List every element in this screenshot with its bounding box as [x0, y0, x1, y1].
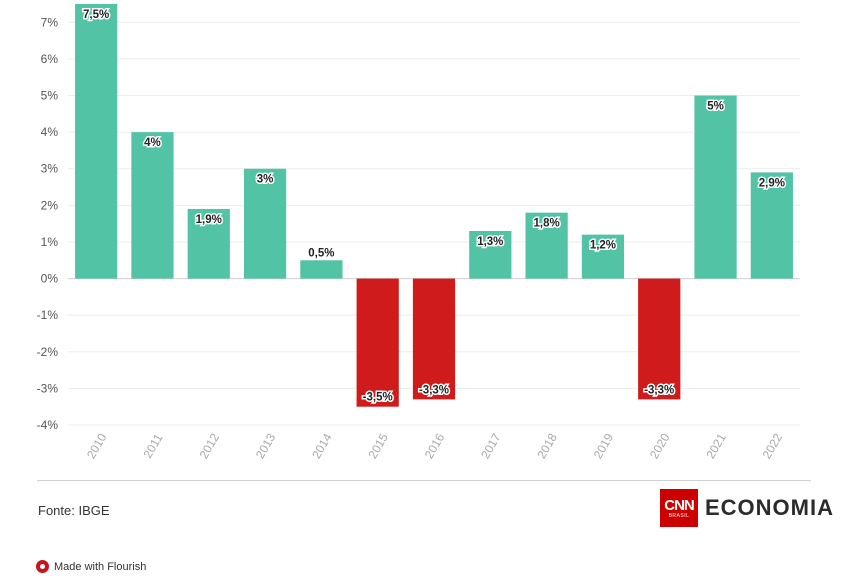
data-label: -3,5% [363, 392, 393, 404]
bar-2020[interactable] [638, 278, 681, 400]
x-axis: 2010 2011 2012 2013 2014 2015 2016 2017 2018 2019… [84, 431, 785, 461]
y-tick-label: -3% [37, 381, 59, 395]
flourish-icon [36, 560, 49, 573]
data-label: 5% [707, 101, 724, 113]
data-label: 1,8% [534, 218, 560, 230]
x-tick-label: 2020 [647, 431, 673, 461]
x-tick-label: 2015 [365, 431, 391, 461]
x-tick-label: 2017 [478, 431, 504, 461]
data-label: 7,5% [83, 9, 109, 21]
y-tick-label: 6% [41, 52, 59, 66]
bar-2011[interactable] [131, 132, 174, 279]
flourish-credit-text: Made with Flourish [54, 560, 147, 573]
data-label: -3,3% [644, 384, 674, 396]
x-tick-label: 2022 [760, 431, 786, 461]
bar-2013[interactable] [243, 168, 287, 279]
x-tick-label: 2016 [422, 431, 448, 461]
bar-2018[interactable] [525, 212, 568, 279]
bar-2010[interactable] [75, 4, 118, 279]
flourish-credit[interactable]: Made with Flourish [36, 560, 146, 573]
bar-2015[interactable] [356, 278, 399, 407]
y-tick-label: -1% [37, 308, 59, 322]
data-label: 0,5% [308, 247, 334, 259]
bar-2021[interactable] [694, 95, 737, 279]
x-tick-label: 2014 [309, 431, 335, 461]
y-tick-label: 1% [41, 235, 59, 249]
bar-2016[interactable] [412, 278, 456, 400]
y-tick-label: -2% [37, 345, 59, 359]
bar-2012[interactable] [187, 209, 230, 279]
data-label: -3,3% [419, 384, 449, 396]
bars [75, 4, 793, 407]
data-label: 1,9% [196, 214, 222, 226]
x-tick-label: 2013 [253, 431, 279, 461]
y-tick-label: -4% [37, 418, 59, 432]
y-axis: -4% -3% -2% -1% 0% 1% 2% 3% 4% 5% 6% 7% [37, 15, 59, 432]
y-tick-label: 4% [41, 125, 59, 139]
x-tick-label: 2021 [703, 431, 729, 461]
data-label: 4% [144, 137, 161, 149]
x-tick-label: 2019 [591, 431, 617, 461]
cnn-economia-logo: CNN BRASIL ECONOMIA [660, 489, 834, 527]
y-tick-label: 2% [41, 198, 59, 212]
data-label: 3% [257, 174, 274, 186]
x-tick-label: 2012 [197, 431, 223, 461]
y-tick-label: 3% [41, 162, 59, 176]
data-label: 2,9% [759, 177, 785, 189]
logo-economia-text: ECONOMIA [705, 495, 834, 520]
bar-2022[interactable] [750, 172, 793, 279]
x-tick-label: 2011 [140, 431, 165, 461]
cnn-brasil-logo-icon: CNN BRASIL [660, 489, 698, 527]
data-label: 1,2% [590, 240, 616, 252]
source-note: Fonte: IBGE [38, 503, 110, 518]
x-tick-label: 2010 [84, 431, 110, 461]
y-tick-label: 7% [41, 15, 59, 29]
y-tick-label: 5% [41, 89, 59, 103]
data-labels: 7,5% 4% 1,9% 3% 0,5% -3,5% -3,3% 1,3% 1,8% 1,2% -3… [82, 8, 787, 406]
y-tick-label: 0% [41, 272, 59, 286]
bar-2017[interactable] [469, 230, 512, 279]
footer-divider [37, 480, 811, 481]
data-label: 1,3% [477, 236, 503, 248]
logo-cnn-text: CNN [664, 496, 694, 514]
bar-chart: -4% -3% -2% -1% 0% 1% 2% 3% 4% 5% 6% 7% 7,5% 4% 1,9% 3… [37, 4, 800, 461]
logo-brasil-text: BRASIL [668, 512, 690, 519]
bar-2014[interactable] [300, 260, 343, 279]
x-tick-label: 2018 [534, 431, 560, 461]
bar-2019[interactable] [581, 234, 625, 279]
